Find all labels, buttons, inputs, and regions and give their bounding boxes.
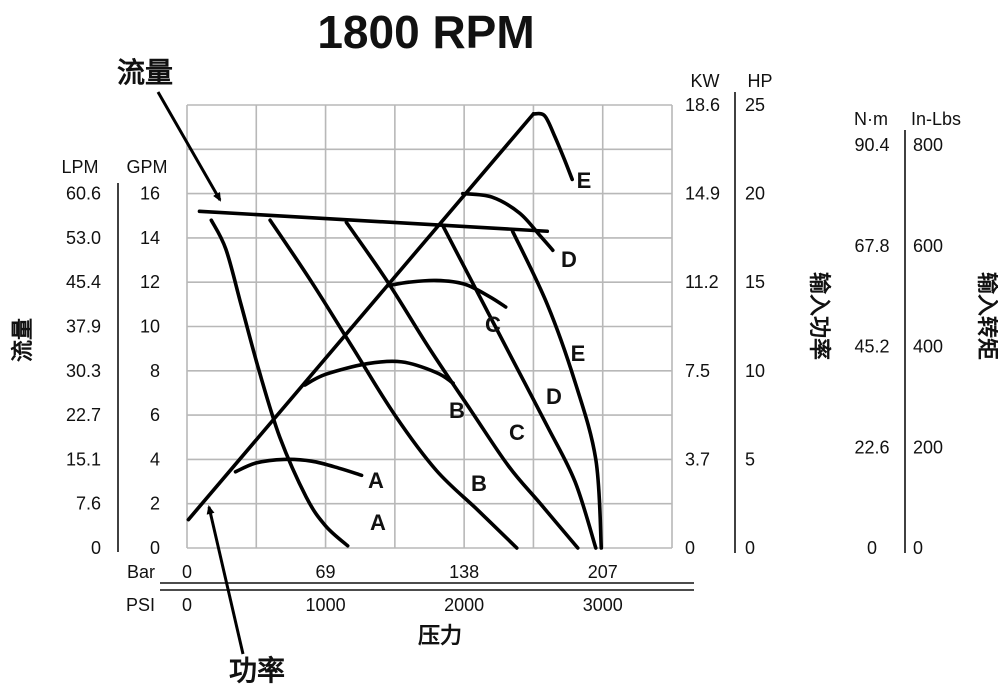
bar-tick-label: 207: [588, 562, 618, 582]
psi-tick-label: 3000: [583, 595, 623, 615]
bar-tick-label: 138: [449, 562, 479, 582]
psi-tick-label: 1000: [306, 595, 346, 615]
power-curve-b: [303, 359, 455, 387]
kw-tick-label: 11.2: [685, 272, 719, 292]
power-curve-label-d: D: [561, 247, 577, 272]
flow-curve-e: [510, 229, 604, 550]
power-curve-c: [386, 278, 508, 309]
bar-tick-labels: 0 69 138 207: [182, 562, 618, 582]
nm-tick-label: 0: [867, 538, 877, 558]
gpm-tick-label: 6: [150, 405, 160, 425]
chart-title: 1800 RPM: [317, 6, 534, 58]
gpm-unit-label: GPM: [126, 157, 167, 177]
gpm-tick-label: 16: [140, 184, 160, 204]
power-axis-label: 输入功率: [807, 272, 832, 360]
lpm-tick-labels: 0 7.6 15.1 22.7 30.3 37.9 45.4 53.0 60.6: [66, 184, 101, 558]
hp-tick-label: 10: [745, 361, 765, 381]
lpm-tick-label: 60.6: [66, 184, 101, 204]
hp-tick-label: 25: [745, 95, 765, 115]
gpm-tick-label: 12: [140, 272, 160, 292]
flow-curve-c: [344, 220, 580, 550]
flow-annotation-arrow: [156, 91, 222, 202]
kw-unit-label: KW: [691, 71, 720, 91]
kw-tick-label: 7.5: [685, 361, 710, 381]
lpm-tick-label: 30.3: [66, 361, 101, 381]
flow-curve-label-b: B: [471, 471, 487, 496]
lpm-tick-label: 37.9: [66, 317, 101, 337]
torque-axis-label: 输入转矩: [975, 272, 998, 360]
gpm-tick-label: 2: [150, 494, 160, 514]
hp-tick-label: 5: [745, 449, 755, 469]
flow-curve-label-d: D: [546, 384, 562, 409]
psi-tick-label: 2000: [444, 595, 484, 615]
inlbs-tick-label: 0: [913, 538, 923, 558]
bar-tick-label: 69: [316, 562, 336, 582]
flow-curve-b: [268, 218, 519, 550]
power-curve-label-b: B: [449, 398, 465, 423]
power-annotation-arrow: [206, 505, 245, 655]
gpm-tick-label: 4: [150, 449, 160, 469]
flow-axis-label: 流量: [10, 318, 35, 362]
kw-tick-label: 0: [685, 538, 695, 558]
psi-unit-label: PSI: [126, 595, 155, 615]
power-curve-a: [233, 457, 364, 478]
inlbs-tick-label: 200: [913, 437, 943, 457]
psi-tick-labels: 0 1000 2000 3000: [182, 595, 623, 615]
power-curve-label-e: E: [577, 168, 592, 193]
nm-tick-label: 90.4: [854, 135, 889, 155]
gpm-tick-label: 10: [140, 317, 160, 337]
nm-unit-label: N·m: [854, 109, 888, 129]
inlbs-tick-label: 600: [913, 236, 943, 256]
flow-curve-label-a: A: [370, 510, 386, 535]
hp-tick-labels: 0 5 10 15 20 25: [745, 95, 765, 558]
hp-tick-label: 0: [745, 538, 755, 558]
nm-tick-label: 22.6: [854, 437, 889, 457]
power-annotation: 功率: [229, 654, 285, 686]
kw-tick-label: 14.9: [685, 184, 720, 204]
flow-annotation: 流量: [117, 57, 173, 88]
inlbs-tick-label: 800: [913, 135, 943, 155]
power-curve-label-c: C: [485, 312, 501, 337]
inlbs-unit-label: In-Lbs: [911, 109, 961, 129]
flow-curve-a: [209, 218, 350, 548]
inlbs-tick-labels: 0 200 400 600 800: [913, 135, 943, 558]
kw-tick-labels: 0 3.7 7.5 11.2 14.9 18.6: [685, 95, 720, 558]
flow-curve-label-c: C: [509, 420, 525, 445]
nm-tick-label: 67.8: [854, 236, 889, 256]
inlbs-tick-label: 400: [913, 337, 943, 357]
bar-unit-label: Bar: [127, 562, 155, 582]
bar-tick-label: 0: [182, 562, 192, 582]
lpm-tick-label: 0: [91, 538, 101, 558]
kw-tick-label: 18.6: [685, 95, 720, 115]
nm-tick-label: 45.2: [854, 337, 889, 357]
power-line: [186, 112, 536, 522]
gpm-tick-label: 14: [140, 228, 160, 248]
chart-series: [186, 111, 604, 550]
kw-tick-label: 3.7: [685, 449, 710, 469]
pressure-axis-label: 压力: [418, 623, 462, 648]
lpm-tick-label: 15.1: [66, 449, 101, 469]
flow-line: [197, 209, 550, 234]
gpm-tick-label: 8: [150, 361, 160, 381]
lpm-tick-label: 7.6: [76, 494, 101, 514]
hp-tick-label: 20: [745, 184, 765, 204]
lpm-tick-label: 45.4: [66, 272, 101, 292]
power-curve-d: [461, 191, 555, 253]
power-curve-e: [531, 111, 574, 182]
flow-curve-d: [441, 225, 598, 550]
gpm-tick-labels: 0 2 4 6 8 10 12 14 16: [140, 184, 160, 558]
lpm-tick-label: 22.7: [66, 405, 101, 425]
hp-tick-label: 15: [745, 272, 765, 292]
psi-tick-label: 0: [182, 595, 192, 615]
lpm-unit-label: LPM: [61, 157, 98, 177]
flow-curve-label-e: E: [571, 341, 586, 366]
gpm-tick-label: 0: [150, 538, 160, 558]
lpm-tick-label: 53.0: [66, 228, 101, 248]
nm-tick-labels: 0 22.6 45.2 67.8 90.4: [854, 135, 889, 558]
power-curve-label-a: A: [368, 468, 384, 493]
hp-unit-label: HP: [747, 71, 772, 91]
